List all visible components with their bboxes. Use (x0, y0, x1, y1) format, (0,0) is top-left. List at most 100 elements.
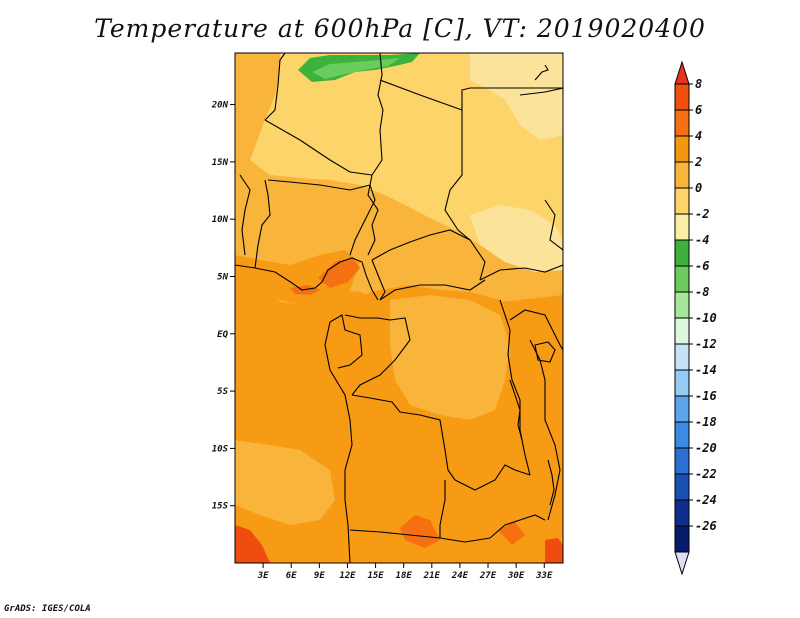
border-drc-east (499, 299, 531, 476)
colorbar-swatch (674, 83, 690, 111)
lon-tick-label: 21E (423, 571, 441, 581)
colorbar-label: -2 (695, 207, 709, 221)
colorbar-label: -26 (695, 519, 717, 533)
border-libya-chad (379, 79, 463, 111)
colorbar-label: -22 (695, 467, 717, 481)
colorbar-swatch (674, 525, 690, 553)
colorbar-swatch (674, 109, 690, 137)
lon-tick-label: 33E (535, 571, 553, 581)
colorbar-label: 8 (695, 77, 702, 91)
lake-victoria (534, 341, 556, 363)
zone-deep-orange-angola (400, 515, 440, 548)
colorbar-label: -12 (695, 337, 717, 351)
lon-tick-label: 24E (451, 571, 469, 581)
border-mauritania (264, 53, 286, 121)
colorbar-swatch (674, 473, 690, 501)
colorbar-swatch (674, 135, 690, 163)
colorbar-arrow-top (674, 60, 690, 85)
border-angola-namibia (349, 529, 491, 543)
colorbar-swatch (674, 239, 690, 267)
lat-tick-label: 10S (212, 444, 229, 454)
border-gabon (329, 314, 363, 369)
colorbar-swatch (674, 317, 690, 345)
border-drc-angola (351, 394, 456, 481)
border-drc-zambia (454, 464, 531, 491)
coastline-red-sea (519, 87, 563, 96)
coastline-west-africa (235, 257, 379, 301)
border-west-africa-2 (239, 174, 251, 256)
colorbar-swatch (674, 265, 690, 293)
colorbar-label: -8 (695, 285, 709, 299)
border-cameroon-car (371, 259, 386, 301)
lon-tick-label: 6E (286, 571, 297, 581)
lon-tick-label: 30E (507, 571, 525, 581)
coastline-nile-delta (534, 64, 549, 81)
coastline-gabon-angola (324, 321, 353, 563)
lat-tick-label: 10N (212, 215, 229, 225)
border-congo-drc (344, 314, 411, 396)
lat-tick-label: 5N (217, 272, 228, 282)
border-libya-egypt (461, 87, 563, 100)
colorbar-swatch (674, 187, 690, 215)
border-sudan-southsudan (479, 264, 563, 281)
colorbar-label: -10 (695, 311, 717, 325)
country-borders (235, 53, 563, 563)
colorbar-swatch (674, 343, 690, 371)
zone-red-orange-namibia (235, 525, 270, 563)
map-frame (234, 52, 564, 564)
lon-tick-label: 3E (257, 571, 269, 581)
border-west-africa-inland (254, 179, 271, 269)
lon-tick-label: 18E (396, 571, 413, 581)
latitude-axis: 20N 15N 10N 5N EQ 5S 10S 15S (211, 101, 235, 512)
colorbar-label: -14 (695, 363, 717, 377)
zone-orange-gulf (235, 250, 360, 310)
border-car-south (379, 279, 486, 301)
border-tanzania-west (529, 339, 561, 521)
zone-light-orange-congo-basin (390, 295, 510, 420)
colorbar-label: -4 (695, 233, 709, 247)
border-libya-algeria (371, 53, 384, 176)
lat-tick-label: 5S (217, 387, 228, 397)
colorbar: 8 6 4 2 0 -2 -4 -6 -8 -10 -12 -14 -16 -18 -20 -22 -24 -26 (674, 60, 717, 576)
border-nigeria-cameroon (349, 184, 376, 256)
colorbar-swatch (674, 213, 690, 241)
lon-tick-label: 12E (339, 571, 356, 581)
colorbar-swatch (674, 499, 690, 527)
border-ethiopia (544, 199, 563, 251)
lon-tick-label: 9E (314, 571, 325, 581)
footer-credit: GrADS: IGES/COLA (4, 604, 91, 614)
colorbar-label: 6 (695, 103, 702, 117)
zone-light-green-north (312, 58, 400, 79)
zone-light-orange-southwest (235, 440, 335, 525)
chart-title: Temperature at 600hPa [C], VT: 201902040… (94, 14, 706, 43)
lat-tick-label: 20N (211, 101, 229, 111)
colorbar-label: -16 (695, 389, 717, 403)
border-niger-nigeria (267, 179, 371, 191)
colorbar-label: 4 (695, 129, 702, 143)
border-niger-chad (367, 174, 379, 256)
zone-deep-orange-cameroon (318, 258, 360, 288)
colorbar-swatch (674, 369, 690, 397)
border-car-north (371, 229, 471, 261)
colorbar-swatch (674, 421, 690, 449)
colorbar-label: -24 (695, 493, 717, 507)
zone-deep-orange-zambia (498, 522, 525, 545)
colorbar-arrow-bottom (674, 551, 690, 576)
colorbar-label: -6 (695, 259, 709, 273)
zone-pale-yellow-east (470, 205, 563, 272)
border-uganda-kenya (509, 309, 563, 351)
colorbar-label: 2 (694, 155, 702, 169)
colorbar-label: -18 (695, 415, 717, 429)
lon-tick-label: 27E (479, 571, 497, 581)
border-zambia-zimbabwe (489, 514, 546, 539)
colorbar-swatch (674, 395, 690, 423)
longitude-axis: 3E 6E 9E 12E 15E 18E 21E 24E 27E 30E 33E (257, 563, 553, 581)
colorbar-swatch (674, 447, 690, 475)
border-mali-algeria (264, 119, 373, 176)
lat-tick-label: 15N (212, 158, 229, 168)
lat-tick-label: EQ (217, 330, 228, 340)
lake-tanganyika (509, 379, 523, 441)
temperature-field (235, 53, 563, 563)
lon-tick-label: 15E (367, 571, 384, 581)
